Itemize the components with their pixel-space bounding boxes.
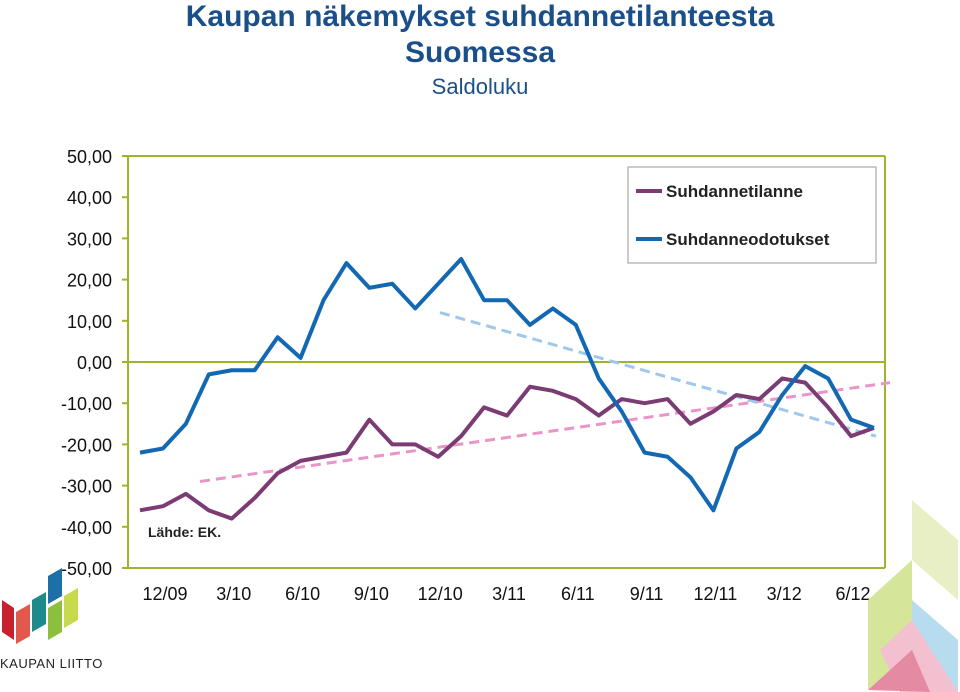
source-note: Lähde: EK. xyxy=(148,524,221,540)
y-tick-label: 30,00 xyxy=(67,229,112,249)
x-tick-label: 9/10 xyxy=(354,584,389,604)
x-tick-label: 6/12 xyxy=(835,584,870,604)
x-tick-label: 9/11 xyxy=(630,584,664,604)
x-tick-label: 12/11 xyxy=(694,584,738,604)
y-tick-label: 0,00 xyxy=(77,353,112,373)
x-tick-label: 3/10 xyxy=(216,584,251,604)
x-tick-label: 12/10 xyxy=(418,584,463,604)
y-tick-label: 10,00 xyxy=(67,312,112,332)
y-tick-label: -10,00 xyxy=(61,394,112,414)
y-tick-label: -20,00 xyxy=(61,435,112,455)
x-tick-label: 3/11 xyxy=(492,584,526,604)
series-line-suhdannetilanne xyxy=(139,376,875,521)
y-tick-label: -30,00 xyxy=(61,477,112,497)
legend-box xyxy=(627,166,877,264)
y-tick-label: 40,00 xyxy=(67,188,112,208)
series-line-suhdanneodotukset xyxy=(139,257,875,513)
decorative-triangles xyxy=(868,500,958,692)
legend-label-suhdannetilanne: Suhdannetilanne xyxy=(666,182,803,201)
y-tick-label: 50,00 xyxy=(67,147,112,167)
y-tick-label: -40,00 xyxy=(61,518,112,538)
y-tick-label: 20,00 xyxy=(67,271,112,291)
x-tick-label: 3/12 xyxy=(767,584,802,604)
chart-title-line2: Suomessa xyxy=(404,36,556,69)
trendline-suhdanneodotukset xyxy=(439,311,877,438)
chart-title-line1: Kaupan näkemykset suhdannetilanteesta xyxy=(185,0,775,33)
x-tick-label: 6/10 xyxy=(285,584,320,604)
y-tick-label: -50,00 xyxy=(61,559,112,579)
legend-label-suhdanneodotukset: Suhdanneodotukset xyxy=(666,230,830,249)
kaupan-liitto-logo xyxy=(2,568,78,644)
x-tick-label: 6/11 xyxy=(561,584,595,604)
trendline-suhdannetilanne xyxy=(199,381,891,483)
chart-subtitle: Saldoluku xyxy=(431,74,529,99)
x-tick-label: 12/09 xyxy=(142,584,187,604)
logo-text: KAUPAN LIITTO xyxy=(0,656,103,671)
